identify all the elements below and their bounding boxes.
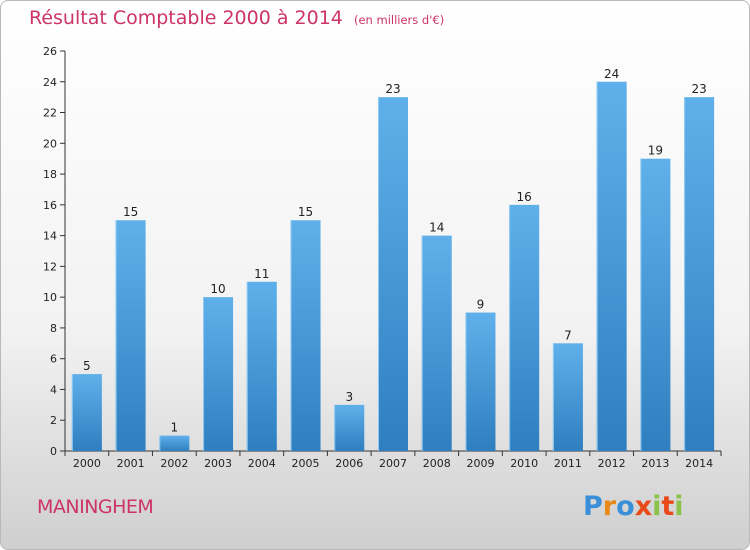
data-label-2007: 23 — [385, 82, 400, 96]
bar-2008 — [421, 235, 452, 451]
y-tick-label: 6 — [50, 353, 57, 366]
x-tick-label: 2008 — [423, 457, 451, 470]
x-tick-label: 2002 — [160, 457, 188, 470]
bar-2007 — [378, 97, 408, 452]
x-tick-label: 2006 — [335, 457, 363, 470]
data-label-2001: 15 — [123, 205, 138, 219]
bar-2002 — [159, 435, 190, 451]
commune-name: MANINGHEM — [37, 496, 154, 518]
logo-letter: o — [616, 491, 635, 522]
x-tick-label: 2005 — [292, 457, 320, 470]
x-tick-label: 2012 — [598, 457, 626, 470]
data-label-2002: 1 — [171, 421, 179, 435]
data-label-2006: 3 — [345, 390, 353, 404]
data-label-2009: 9 — [477, 298, 485, 312]
x-tick-label: 2014 — [685, 457, 713, 470]
data-label-2008: 14 — [429, 221, 444, 235]
y-tick-label: 20 — [43, 137, 57, 150]
logo-letter: i — [674, 491, 684, 522]
proxiti-logo[interactable]: Proxiti — [583, 491, 684, 522]
x-tick-label: 2000 — [73, 457, 101, 470]
bar-2001 — [115, 220, 146, 451]
chart-header: Résultat Comptable 2000 à 2014 (en milli… — [29, 7, 444, 29]
chart-subtitle: (en milliers d'€) — [353, 13, 445, 27]
data-label-2005: 15 — [298, 205, 313, 219]
bar-2005 — [290, 220, 321, 451]
y-tick-label: 8 — [50, 322, 57, 335]
y-tick-label: 14 — [43, 230, 57, 243]
y-tick-label: 12 — [43, 260, 57, 273]
bar-2014 — [684, 97, 715, 452]
x-tick-label: 2013 — [641, 457, 669, 470]
bars: 5 15 1 10 11 15 3 23 14 9 16 7 24 19 23 — [71, 67, 715, 452]
bar-2004 — [246, 281, 277, 451]
x-tick-label: 2001 — [117, 457, 145, 470]
y-tick-label: 22 — [43, 107, 57, 120]
x-tick-label: 2009 — [466, 457, 494, 470]
bar-2006 — [334, 404, 365, 451]
x-tick-label: 2010 — [510, 457, 538, 470]
y-tick-label: 2 — [50, 414, 57, 427]
data-label-2000: 5 — [83, 359, 91, 373]
logo-letter: r — [602, 491, 617, 522]
y-tick-label: 24 — [43, 76, 57, 89]
y-tick-label: 18 — [43, 168, 57, 181]
bar-2010 — [509, 204, 540, 451]
data-label-2004: 11 — [254, 267, 269, 281]
y-tick-label: 16 — [43, 199, 57, 212]
data-label-2003: 10 — [210, 282, 225, 296]
x-tick-label: 2011 — [554, 457, 582, 470]
data-label-2014: 23 — [691, 82, 706, 96]
bar-2012 — [596, 81, 627, 452]
bar-2011 — [552, 343, 583, 451]
bar-2000 — [71, 374, 102, 451]
logo-letter: P — [583, 491, 603, 522]
y-tick-label: 10 — [43, 291, 57, 304]
data-label-2012: 24 — [604, 67, 619, 81]
data-label-2011: 7 — [564, 328, 572, 342]
y-tick-label: 0 — [50, 445, 57, 458]
logo-letter: t — [661, 491, 675, 522]
chart-title: Résultat Comptable 2000 à 2014 — [29, 7, 343, 29]
data-label-2010: 16 — [517, 190, 532, 204]
x-tick-label: 2003 — [204, 457, 232, 470]
y-tick-label: 26 — [43, 45, 57, 58]
bar-2013 — [640, 158, 671, 451]
logo-letter: x — [634, 491, 653, 522]
x-tick-label: 2007 — [379, 457, 407, 470]
logo-letter: i — [652, 491, 662, 522]
bar-2009 — [465, 312, 496, 451]
bar-2003 — [203, 297, 234, 451]
data-label-2013: 19 — [648, 144, 663, 158]
y-tick-label: 4 — [50, 383, 57, 396]
x-tick-label: 2004 — [248, 457, 276, 470]
